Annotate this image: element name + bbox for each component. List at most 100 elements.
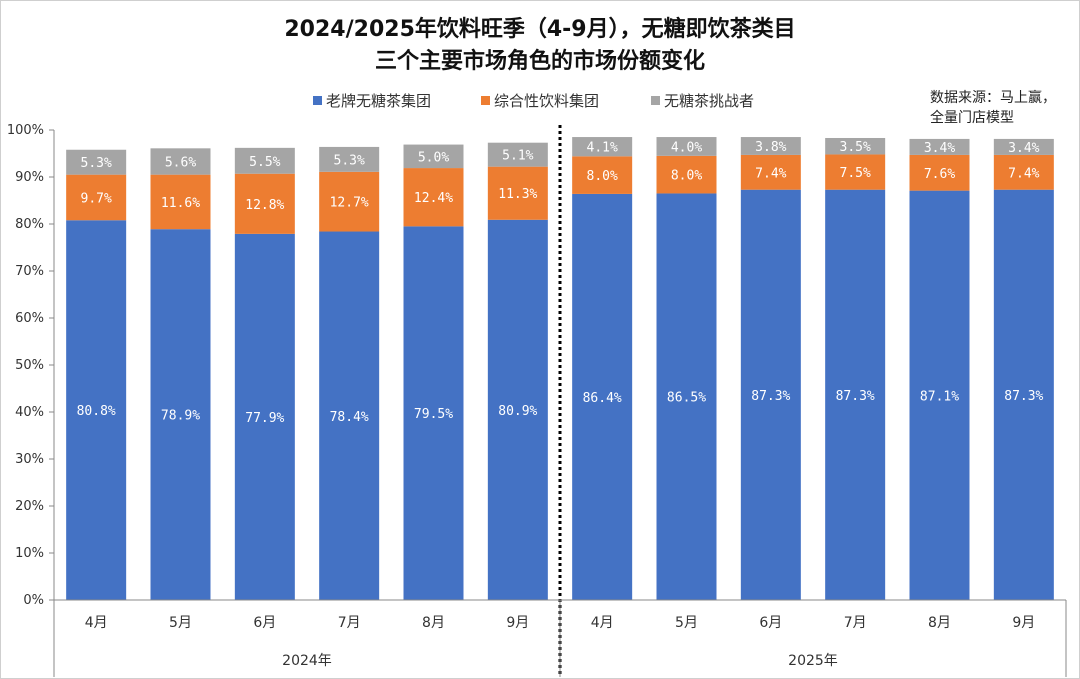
y-tick-label: 10% <box>15 546 44 561</box>
bar-segment <box>319 231 380 600</box>
legend-label-series-3: 无糖茶挑战者 <box>664 92 754 110</box>
x-tick-label: 4月 <box>591 615 614 631</box>
bar-segment <box>572 193 633 601</box>
bar-segment <box>825 137 886 155</box>
bar-segment <box>487 166 548 220</box>
data-label: 7.4% <box>755 166 786 181</box>
data-label: 80.9% <box>498 404 537 419</box>
data-label: 9.7% <box>81 191 112 206</box>
bar-segment <box>150 229 211 601</box>
y-tick-label: 50% <box>15 358 44 373</box>
y-tick-label: 90% <box>15 170 44 185</box>
bar-segment <box>234 173 295 234</box>
bar-segment <box>993 138 1054 155</box>
x-axis: 4月 5月 6月 7月 8月 9月 4月 5月 6月 7月 8月 9月 2024年 2025年 <box>53 599 1067 677</box>
data-label: 78.9% <box>161 409 200 424</box>
data-label: 4.1% <box>587 141 618 156</box>
data-label: 11.6% <box>161 196 200 211</box>
bar-segment <box>909 154 970 191</box>
bar-segment <box>66 220 127 601</box>
x-tick-label: 6月 <box>253 615 276 631</box>
data-label: 7.6% <box>924 167 955 182</box>
data-label: 86.5% <box>667 391 706 406</box>
source-note-line2: 全量门店模型 <box>930 109 1014 126</box>
data-label: 87.3% <box>751 389 790 404</box>
y-tick-label: 80% <box>15 217 44 232</box>
data-label: 87.1% <box>920 389 959 404</box>
data-label: 12.7% <box>330 196 369 211</box>
legend-swatch-series-1 <box>313 96 322 105</box>
bar-segment <box>993 189 1054 600</box>
bar-segment <box>403 144 464 169</box>
bar-segment <box>66 149 127 175</box>
data-label: 3.4% <box>924 141 955 156</box>
source-note-line1: 数据来源：马上赢， <box>930 89 1056 106</box>
legend-label-series-2: 综合性饮料集团 <box>494 92 599 110</box>
legend: 老牌无糖茶集团 综合性饮料集团 无糖茶挑战者 <box>313 92 754 110</box>
data-label: 5.0% <box>418 150 449 165</box>
y-axis: 0% 10% 20% 30% 40% 50% 60% 70% 80% 90% 100% <box>7 123 55 608</box>
y-tick-label: 40% <box>15 405 44 420</box>
bar-segment <box>234 147 295 174</box>
legend-swatch-series-3 <box>651 96 660 105</box>
x-tick-label: 8月 <box>928 615 951 631</box>
bar-segment <box>66 174 127 221</box>
data-label: 12.4% <box>414 191 453 206</box>
bar-segment <box>150 174 211 230</box>
x-tick-label: 7月 <box>338 615 361 631</box>
data-label: 11.3% <box>498 187 537 202</box>
data-label: 77.9% <box>245 411 284 426</box>
chart-title-line1: 2024/2025年饮料旺季（4-9月），无糖即饮茶类目 <box>284 16 795 42</box>
bar-segment <box>825 154 886 190</box>
x-tick-label: 5月 <box>675 615 698 631</box>
data-label: 79.5% <box>414 407 453 422</box>
data-label: 3.4% <box>1008 141 1039 156</box>
chart-title-line2: 三个主要市场角色的市场份额变化 <box>375 48 705 74</box>
bar-segment <box>993 154 1054 190</box>
data-label: 7.5% <box>840 166 871 181</box>
bar-segment <box>740 137 801 155</box>
x-tick-label: 6月 <box>759 615 782 631</box>
bar-segment <box>909 190 970 600</box>
data-label: 87.3% <box>1004 389 1043 404</box>
x-tick-label: 5月 <box>169 615 192 631</box>
x-tick-label: 9月 <box>1012 615 1035 631</box>
data-label: 78.4% <box>330 410 369 425</box>
x-tick-label: 8月 <box>422 615 445 631</box>
y-tick-label: 30% <box>15 452 44 467</box>
data-label: 87.3% <box>836 389 875 404</box>
group-label: 2024年 <box>282 653 332 669</box>
y-tick-label: 20% <box>15 499 44 514</box>
group-label: 2025年 <box>788 653 838 669</box>
data-label: 5.3% <box>81 156 112 171</box>
bar-segment <box>403 226 464 600</box>
legend-label-series-1: 老牌无糖茶集团 <box>326 92 431 110</box>
bar-segment <box>572 137 633 157</box>
bar-segment <box>909 138 970 155</box>
y-tick-label: 70% <box>15 264 44 279</box>
x-tick-label: 4月 <box>85 615 108 631</box>
bar-segment <box>572 156 633 194</box>
data-label: 5.1% <box>502 149 533 164</box>
data-label: 3.5% <box>840 140 871 155</box>
data-label: 8.0% <box>671 169 702 184</box>
bar-segment <box>656 137 717 156</box>
bar-segment <box>150 148 211 175</box>
bar-segment <box>825 189 886 600</box>
data-label: 5.6% <box>165 155 196 170</box>
data-label: 3.8% <box>755 140 786 155</box>
x-tick-label: 9月 <box>506 615 529 631</box>
bar-segment <box>234 233 295 600</box>
bars: 80.8% 9.7% 5.3% 78.9% 11.6% 5.6% 77.9% 12.8% 5.5… <box>66 125 1054 677</box>
data-label: 8.0% <box>587 169 618 184</box>
bar-segment <box>487 219 548 600</box>
bar-segment <box>319 171 380 232</box>
x-tick-label: 7月 <box>844 615 867 631</box>
y-tick-label: 60% <box>15 311 44 326</box>
bar-segment <box>740 154 801 190</box>
y-tick-label: 100% <box>7 123 44 138</box>
legend-swatch-series-2 <box>481 96 490 105</box>
data-label: 5.5% <box>249 155 280 170</box>
bar-segment <box>319 146 380 172</box>
